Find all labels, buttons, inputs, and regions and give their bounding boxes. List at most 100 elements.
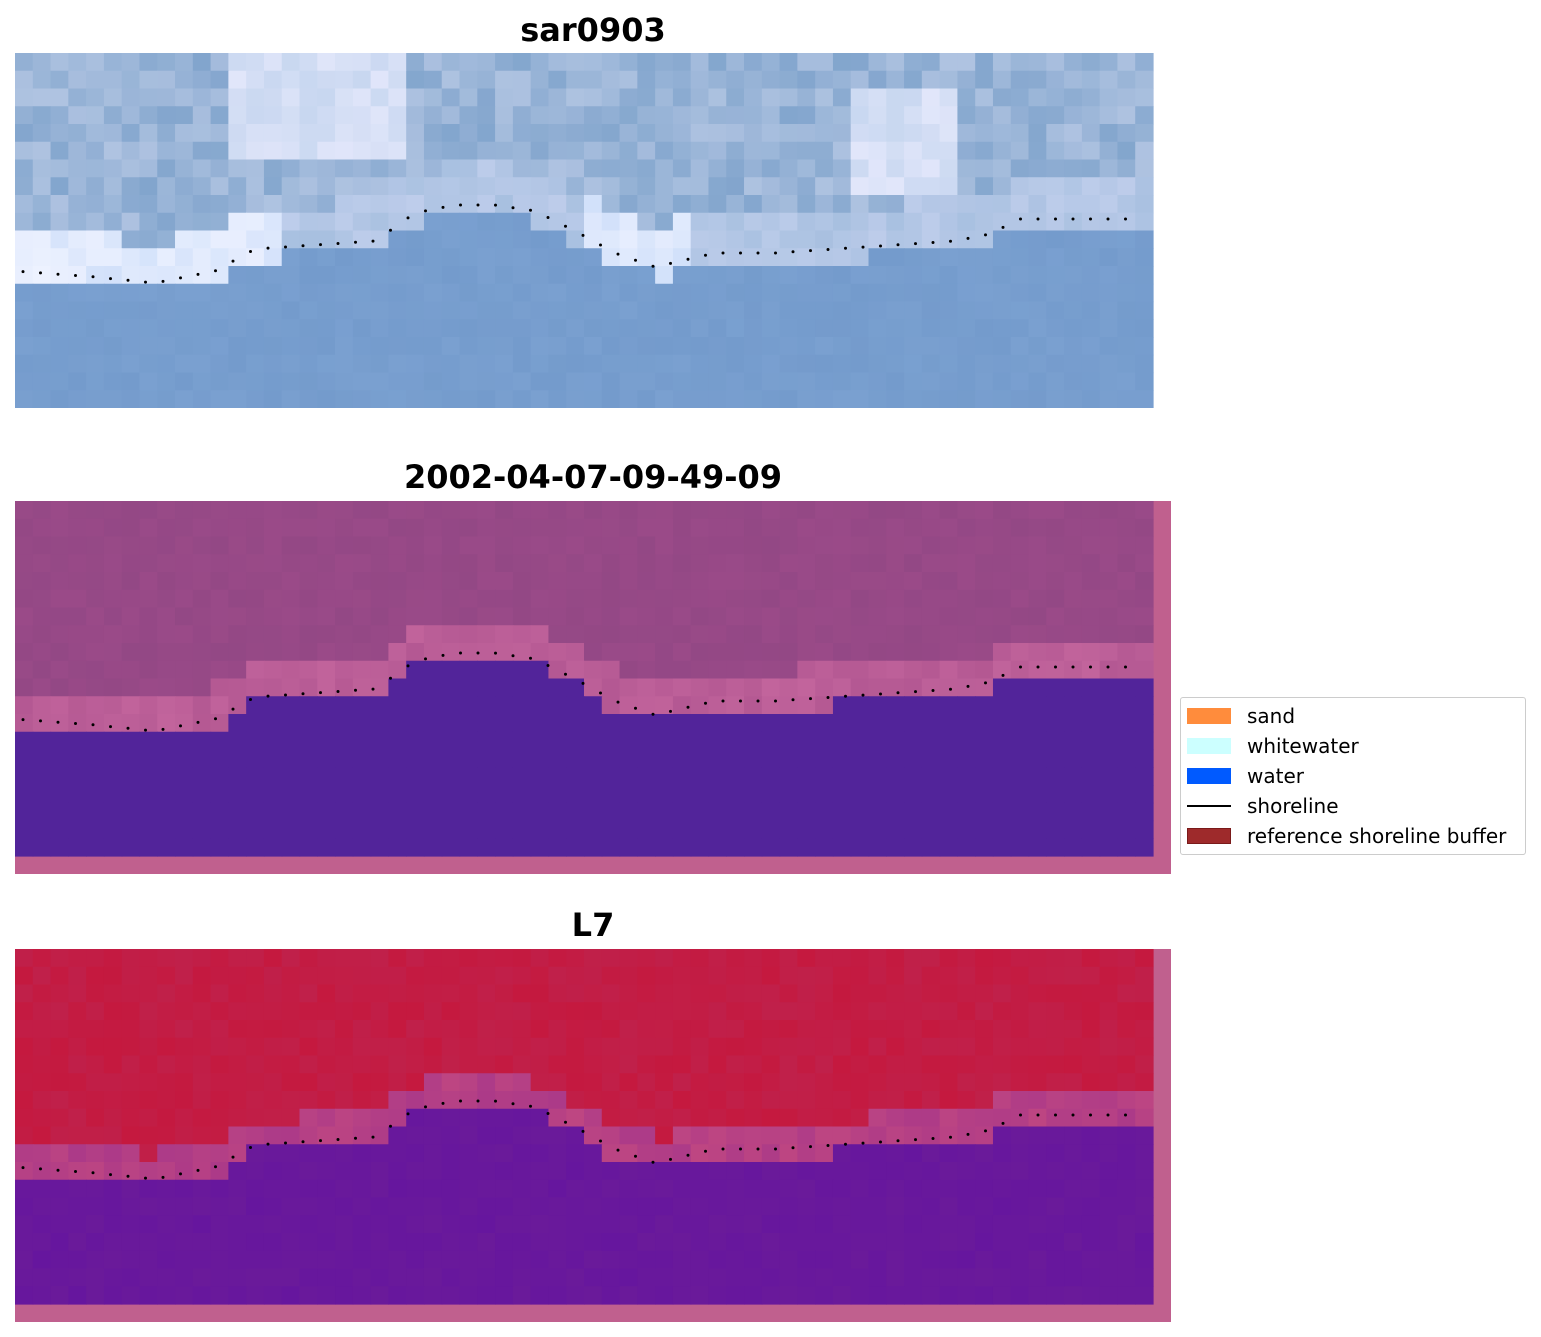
pixel [939,177,959,196]
pixel [512,1073,532,1092]
pixel [1117,643,1136,662]
pixel [690,554,710,573]
pixel [708,372,727,391]
pixel [15,1215,34,1234]
pixel [797,966,816,986]
pixel [566,1268,585,1287]
pixel [210,124,229,143]
pixel [192,1002,212,1021]
pixel [103,1162,123,1181]
pixel [406,124,425,143]
pixel [263,319,283,338]
pixel [352,749,372,768]
pixel [548,1268,567,1287]
pixel [690,731,710,751]
pixel [1081,643,1101,662]
pixel [1099,1037,1119,1057]
pixel [15,1286,34,1305]
shoreline-point [179,724,182,728]
pixel [299,1179,318,1199]
pixel [779,301,798,320]
pixel [921,607,941,626]
pixel [886,1126,905,1145]
pixel [584,966,603,986]
pixel [868,1126,887,1145]
pixel [352,1197,372,1216]
pixel [1117,1037,1136,1057]
pixel [121,820,141,839]
pixel [904,1233,923,1252]
pixel [637,749,656,768]
shoreline-point [774,1147,777,1151]
pixel [566,838,585,857]
pixel [86,643,105,662]
pixel [761,106,781,125]
pixel [992,1179,1012,1199]
shoreline-point [984,233,987,237]
pixel [850,607,870,626]
pixel [619,1108,638,1128]
pixel [441,159,461,178]
shoreline-point [301,244,305,248]
pixel [192,518,212,538]
pixel [459,70,478,90]
pixel [477,354,496,374]
pixel [388,248,407,267]
pixel [1117,283,1136,303]
pixel [1010,660,1030,680]
pixel [441,1268,461,1287]
pixel [726,248,745,267]
pixel [299,949,318,968]
pixel [1099,390,1119,408]
pixel [1135,820,1154,839]
pixel [708,266,727,285]
pixel [619,1197,638,1216]
pixel [68,124,87,143]
pixel [992,518,1012,538]
pixel [1135,1073,1154,1092]
panel-title-2: 2002-04-07-09-49-09 [403,458,783,496]
pixel [15,501,34,520]
pixel [495,1037,514,1057]
pixel [601,966,621,986]
pixel [263,372,283,391]
pixel [175,230,194,249]
pixel [228,1126,247,1145]
pixel [246,767,265,786]
pixel [50,1002,69,1021]
pixel [50,1286,69,1305]
pixel [1010,1126,1030,1145]
pixel [601,518,621,538]
pixel [246,966,265,986]
pixel [175,518,194,538]
pixel [1135,785,1154,804]
pixel [637,1002,656,1021]
pixel [726,785,745,804]
shoreline-point [56,720,60,724]
pixel [370,767,390,786]
shoreline-point [949,1135,952,1139]
pixel [975,1144,994,1163]
pixel [655,714,674,733]
pixel [601,1108,621,1128]
pixel [921,1108,941,1128]
pixel [139,1037,158,1057]
pixel [548,319,567,338]
pixel [459,301,478,320]
pixel [832,501,852,520]
pixel [210,1002,229,1021]
pixel [352,572,372,591]
pixel [708,984,727,1003]
pixel [281,337,301,356]
pixel [797,319,816,338]
pixel [86,159,105,178]
pixel [228,319,247,338]
pixel [672,767,692,786]
pixel [601,731,621,751]
pixel [86,589,105,609]
pixel [904,195,923,214]
pixel [1135,337,1154,356]
pixel [797,1073,816,1092]
pixel [708,660,727,680]
pixel [477,949,496,968]
